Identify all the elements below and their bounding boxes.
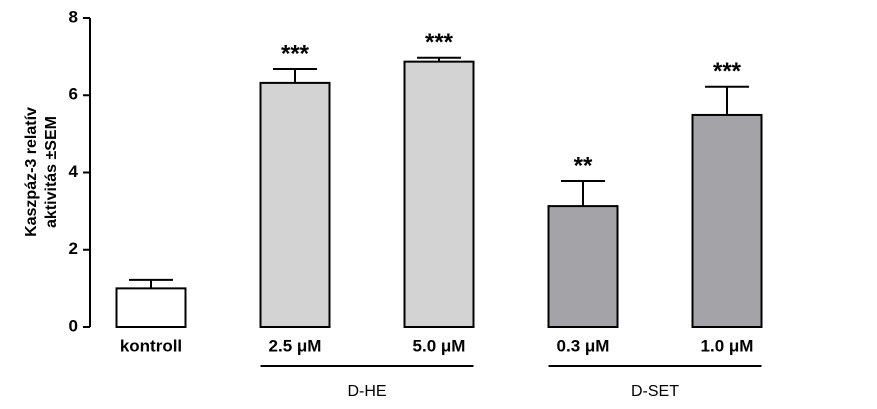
- significance: ***: [713, 58, 742, 85]
- group-label: D-SET: [631, 383, 679, 400]
- significance: ***: [425, 29, 454, 56]
- y-tick-label: 4: [69, 162, 79, 181]
- y-tick-label: 2: [69, 239, 78, 258]
- y-axis-label: Kaszpáz-3 relatív: [23, 107, 40, 237]
- bar: [547, 205, 619, 328]
- significance: **: [574, 152, 593, 179]
- y-tick-label: 0: [69, 316, 78, 335]
- x-tick-label: 1.0 μM: [701, 336, 754, 355]
- bar: [259, 81, 331, 328]
- x-tick-label: 0.3 μM: [557, 336, 610, 355]
- bar: [115, 287, 187, 328]
- significance: ***: [281, 40, 310, 67]
- bar: [691, 113, 763, 329]
- group-label: D-HE: [347, 383, 386, 400]
- y-tick-label: 6: [69, 85, 78, 104]
- y-tick-label: 8: [69, 7, 78, 26]
- x-tick-label: 2.5 μM: [269, 336, 322, 355]
- bar: [403, 60, 475, 329]
- x-tick-label: 5.0 μM: [413, 336, 466, 355]
- x-tick-label: kontroll: [120, 336, 182, 355]
- y-axis-label: aktivitás ±SEM: [43, 116, 60, 228]
